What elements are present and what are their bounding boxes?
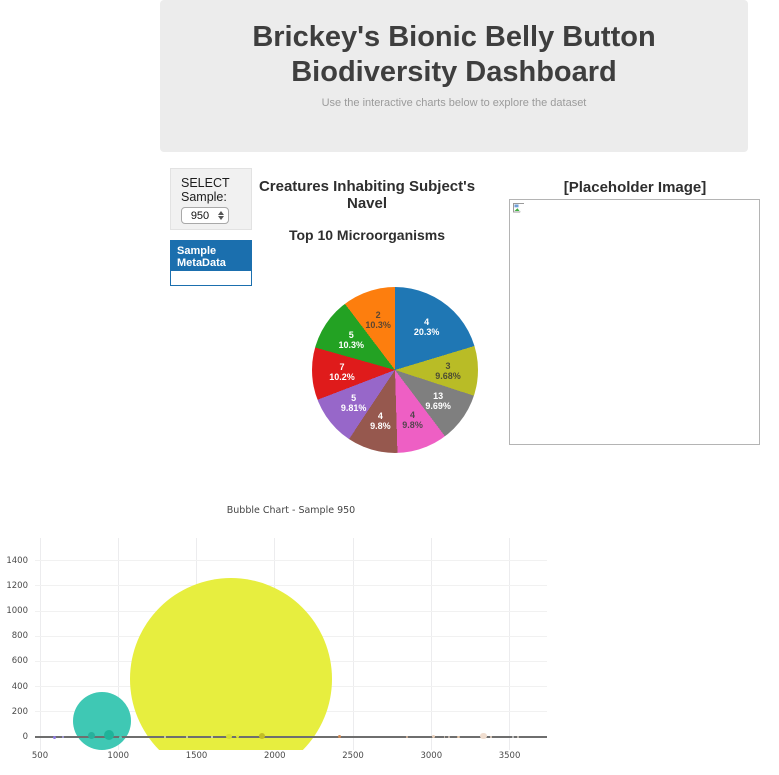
placeholder-image-box	[509, 199, 760, 445]
bubble[interactable]	[443, 736, 446, 738]
sample-metadata-button[interactable]: Sample MetaData	[170, 240, 252, 270]
bubble[interactable]	[448, 736, 451, 738]
bubble[interactable]	[210, 736, 213, 738]
x-tick-label: 2500	[342, 751, 364, 761]
bubble-chart[interactable]	[35, 538, 547, 750]
bubble-chart-title: Bubble Chart - Sample 950	[226, 505, 356, 516]
x-tick-label: 3500	[498, 751, 521, 761]
pie-slice-label: 7 10.2%	[329, 362, 355, 383]
bubble[interactable]	[72, 691, 131, 750]
v-gridline	[352, 538, 354, 750]
page-title: Brickey's Bionic Belly Button Biodiversi…	[252, 21, 656, 88]
y-tick-label: 0	[22, 732, 28, 742]
x-tick-label: 1500	[185, 751, 208, 761]
bubble[interactable]	[517, 736, 520, 738]
bubble[interactable]	[164, 735, 167, 739]
bubble[interactable]	[62, 736, 65, 738]
y-tick-label: 400	[11, 681, 28, 692]
bubble[interactable]	[480, 733, 487, 740]
sample-select-label: SELECT Sample:	[181, 176, 230, 204]
select-stepper-icon	[218, 211, 228, 220]
bubble[interactable]	[104, 730, 115, 741]
x-axis-zeroline	[35, 736, 547, 738]
pie-slice-label: 3 9.68%	[435, 360, 461, 381]
x-tick-label: 3000	[420, 751, 443, 761]
y-tick-label: 800	[11, 631, 28, 642]
bubble[interactable]	[87, 732, 95, 740]
bubble[interactable]	[185, 735, 189, 739]
pie-slice-label: 5 9.81%	[340, 393, 367, 414]
bubble[interactable]	[457, 735, 460, 738]
pie-slice-label: 4 9.8%	[370, 410, 391, 431]
pie-slice-label: 4 20.3%	[413, 317, 440, 338]
sample-select-box: SELECT Sample: 950	[170, 168, 252, 230]
pie-slice-label: 4 9.8%	[402, 410, 423, 430]
pie-section-titles: Creatures Inhabiting Subject's Navel Top…	[257, 178, 477, 243]
pie-slice-label: 13 9.69%	[425, 390, 451, 411]
x-tick-label: 1000	[107, 751, 130, 761]
v-gridline	[430, 538, 432, 750]
bubble[interactable]	[130, 578, 333, 750]
bubble[interactable]	[405, 735, 409, 738]
pie-slice-label: 2 10.3%	[365, 309, 391, 330]
h-gridline	[35, 585, 547, 587]
pie-slice-label: 5 10.3%	[338, 330, 364, 351]
bubble[interactable]	[118, 735, 122, 739]
broken-image-icon	[513, 203, 524, 213]
pie-subtitle: Top 10 Microorganisms	[288, 227, 446, 243]
h-gridline	[35, 560, 547, 562]
sample-metadata-panel	[170, 270, 252, 286]
y-tick-label: 1400	[6, 555, 28, 566]
y-tick-label: 1200	[6, 580, 28, 591]
bubble[interactable]	[431, 734, 436, 739]
y-tick-label: 600	[11, 656, 28, 667]
bubble[interactable]	[226, 733, 232, 739]
bubble-y-axis: 0 200 400 600 800 1000 1200 1400	[0, 538, 30, 750]
v-gridline	[509, 538, 511, 750]
page-subtitle: Use the interactive charts below to expl…	[321, 97, 587, 109]
bubble[interactable]	[52, 735, 56, 739]
v-gridline	[39, 538, 41, 750]
bubble[interactable]	[511, 736, 514, 738]
pie-chart[interactable]: 4 20.3% 3 9.68% 13 9.69% 4 9.8% 4 9.8% 5 9.81% 7 10.2…	[312, 287, 478, 453]
pie-title: Creatures Inhabiting Subject's Navel	[258, 178, 476, 212]
v-gridline	[117, 538, 119, 750]
bubble[interactable]	[235, 734, 240, 739]
placeholder-image-title: [Placeholder Image]	[563, 179, 707, 196]
bubble[interactable]	[338, 735, 342, 739]
page-header: Brickey's Bionic Belly Button Biodiversi…	[160, 0, 748, 152]
x-tick-label: 500	[31, 751, 49, 761]
sample-select[interactable]: 950	[181, 207, 229, 224]
x-tick-label: 2000	[263, 751, 286, 761]
bubble[interactable]	[258, 732, 265, 740]
bubble[interactable]	[490, 735, 493, 739]
y-tick-label: 1000	[6, 606, 28, 616]
bubble-x-axis: 500 1000 1500 2000 2500 3000 3500	[31, 751, 547, 763]
sample-select-value: 950	[190, 209, 210, 222]
y-tick-label: 200	[11, 706, 28, 717]
